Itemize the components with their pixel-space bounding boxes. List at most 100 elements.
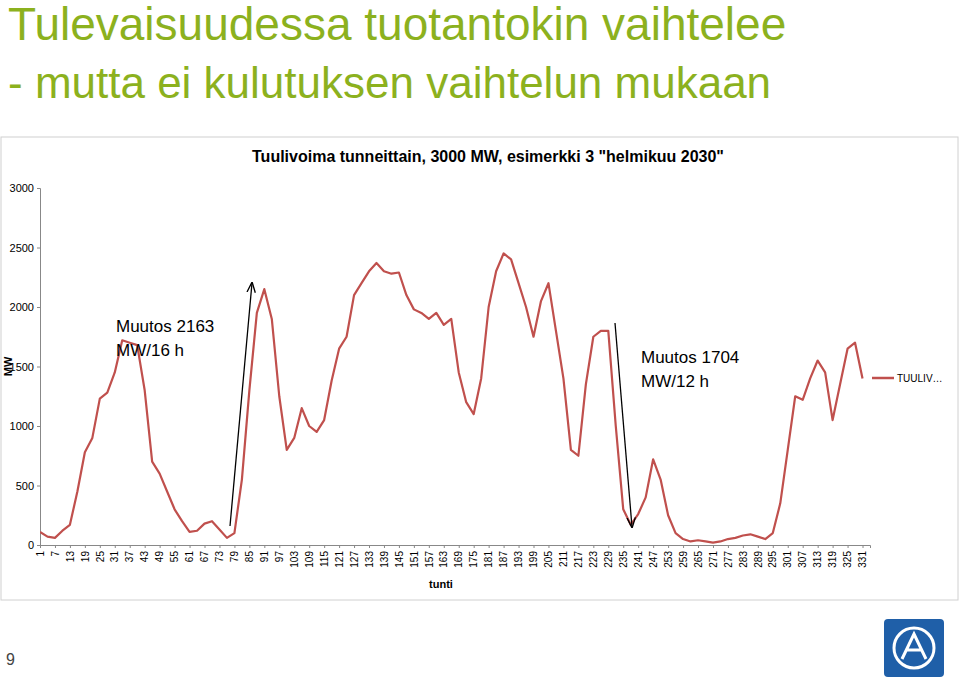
x-tick-mark	[608, 545, 609, 548]
x-tick: 271	[708, 545, 719, 568]
x-tick-mark	[219, 545, 220, 548]
x-tick-mark	[354, 545, 355, 548]
logo-ring	[894, 628, 934, 668]
x-tick-label: 241	[633, 551, 644, 568]
x-tick-label: 91	[259, 551, 270, 563]
x-tick-mark	[160, 545, 161, 548]
slide: Tulevaisuudessa tuotantokin vaihtelee- m…	[0, 0, 960, 681]
x-tick-label: 37	[124, 551, 135, 563]
x-tick-mark	[264, 545, 265, 548]
x-tick-label: 265	[693, 551, 704, 568]
x-tick: 61	[184, 545, 195, 562]
x-tick-label: 295	[767, 551, 778, 568]
x-tick: 19	[80, 545, 91, 562]
chart-frame	[1, 137, 958, 600]
x-tick-mark	[85, 545, 86, 548]
x-tick-label: 187	[498, 551, 509, 568]
legend-label: TUULIV…	[897, 373, 943, 384]
x-tick: 97	[274, 545, 285, 562]
x-tick: 193	[513, 545, 524, 568]
x-tick: 241	[633, 545, 644, 568]
x-tick: 301	[782, 545, 793, 568]
x-tick-label: 289	[753, 551, 764, 568]
x-tick-mark	[504, 545, 505, 548]
x-tick: 55	[169, 545, 180, 562]
x-tick: 205	[543, 545, 554, 568]
x-tick-mark	[668, 545, 669, 548]
x-tick: 49	[154, 545, 165, 562]
x-tick-mark	[563, 545, 564, 548]
y-tick: 500	[16, 480, 40, 492]
y-tick-mark	[37, 545, 40, 546]
x-tick-mark	[534, 545, 535, 548]
x-tick-label: 199	[528, 551, 539, 568]
legend: TUULIV…	[872, 373, 943, 384]
y-tick-label: 1000	[10, 420, 34, 432]
x-tick: 319	[827, 545, 838, 568]
y-tick-mark	[37, 248, 40, 249]
y-tick-mark	[37, 307, 40, 308]
x-tick-mark	[519, 545, 520, 548]
slide-heading: - mutta ei kulutuksen vaihtelun mukaan	[8, 58, 771, 107]
x-tick-mark	[399, 545, 400, 548]
x-tick-mark	[279, 545, 280, 548]
x-tick-mark	[578, 545, 579, 548]
x-tick-mark	[70, 545, 71, 548]
x-tick-mark	[818, 545, 819, 548]
x-tick-mark	[728, 545, 729, 548]
x-tick-label: 175	[468, 551, 479, 568]
x-tick-mark	[384, 545, 385, 548]
x-tick-label: 55	[169, 551, 180, 563]
x-tick-mark	[55, 545, 56, 548]
x-tick: 283	[738, 545, 749, 568]
y-tick-mark	[37, 367, 40, 368]
logo	[884, 619, 944, 677]
x-tick-label: 235	[618, 551, 629, 568]
x-tick-label: 49	[154, 551, 165, 563]
x-tick: 37	[124, 545, 135, 562]
x-tick-label: 145	[394, 551, 405, 568]
x-tick: 73	[214, 545, 225, 562]
x-tick: 199	[528, 545, 539, 568]
y-tick-label: 0	[28, 539, 34, 551]
logo-bg	[884, 619, 944, 677]
x-tick-mark	[833, 545, 834, 548]
x-tick-mark	[459, 545, 460, 548]
x-tick: 67	[199, 545, 210, 562]
x-tick-mark	[115, 545, 116, 548]
x-tick: 211	[558, 545, 569, 567]
x-tick-mark	[474, 545, 475, 548]
x-tick: 289	[753, 545, 764, 568]
y-tick-label: 500	[16, 480, 34, 492]
x-axis-line	[41, 546, 871, 549]
x-tick-mark	[190, 545, 191, 548]
x-tick-label: 19	[80, 551, 91, 563]
plot-area	[40, 253, 863, 542]
x-tick-mark	[758, 545, 759, 548]
x-tick-label: 79	[229, 551, 240, 563]
x-tick-label: 67	[199, 551, 210, 563]
x-tick: 103	[289, 545, 300, 568]
x-tick-label: 13	[65, 551, 76, 563]
x-tick-label: 259	[678, 551, 689, 568]
x-tick-mark	[803, 545, 804, 548]
x-tick: 127	[349, 545, 360, 568]
x-tick: 235	[618, 545, 629, 568]
x-tick-label: 7	[50, 551, 61, 557]
y-tick-label: 2000	[10, 301, 34, 313]
x-tick: 217	[573, 545, 584, 568]
x-tick-label: 169	[453, 551, 464, 568]
x-tick: 157	[424, 545, 435, 568]
x-tick-label: 133	[364, 551, 375, 568]
x-tick-mark	[249, 545, 250, 548]
annotation-arrow	[615, 323, 632, 527]
x-tick-mark	[863, 545, 864, 548]
x-tick: 115	[319, 545, 330, 567]
x-tick: 247	[648, 545, 659, 568]
x-tick-mark	[638, 545, 639, 548]
x-tick-mark	[848, 545, 849, 548]
x-tick-label: 115	[319, 551, 330, 567]
x-tick: 91	[259, 545, 270, 562]
x-tick: 265	[693, 545, 704, 568]
x-tick-mark	[623, 545, 624, 548]
